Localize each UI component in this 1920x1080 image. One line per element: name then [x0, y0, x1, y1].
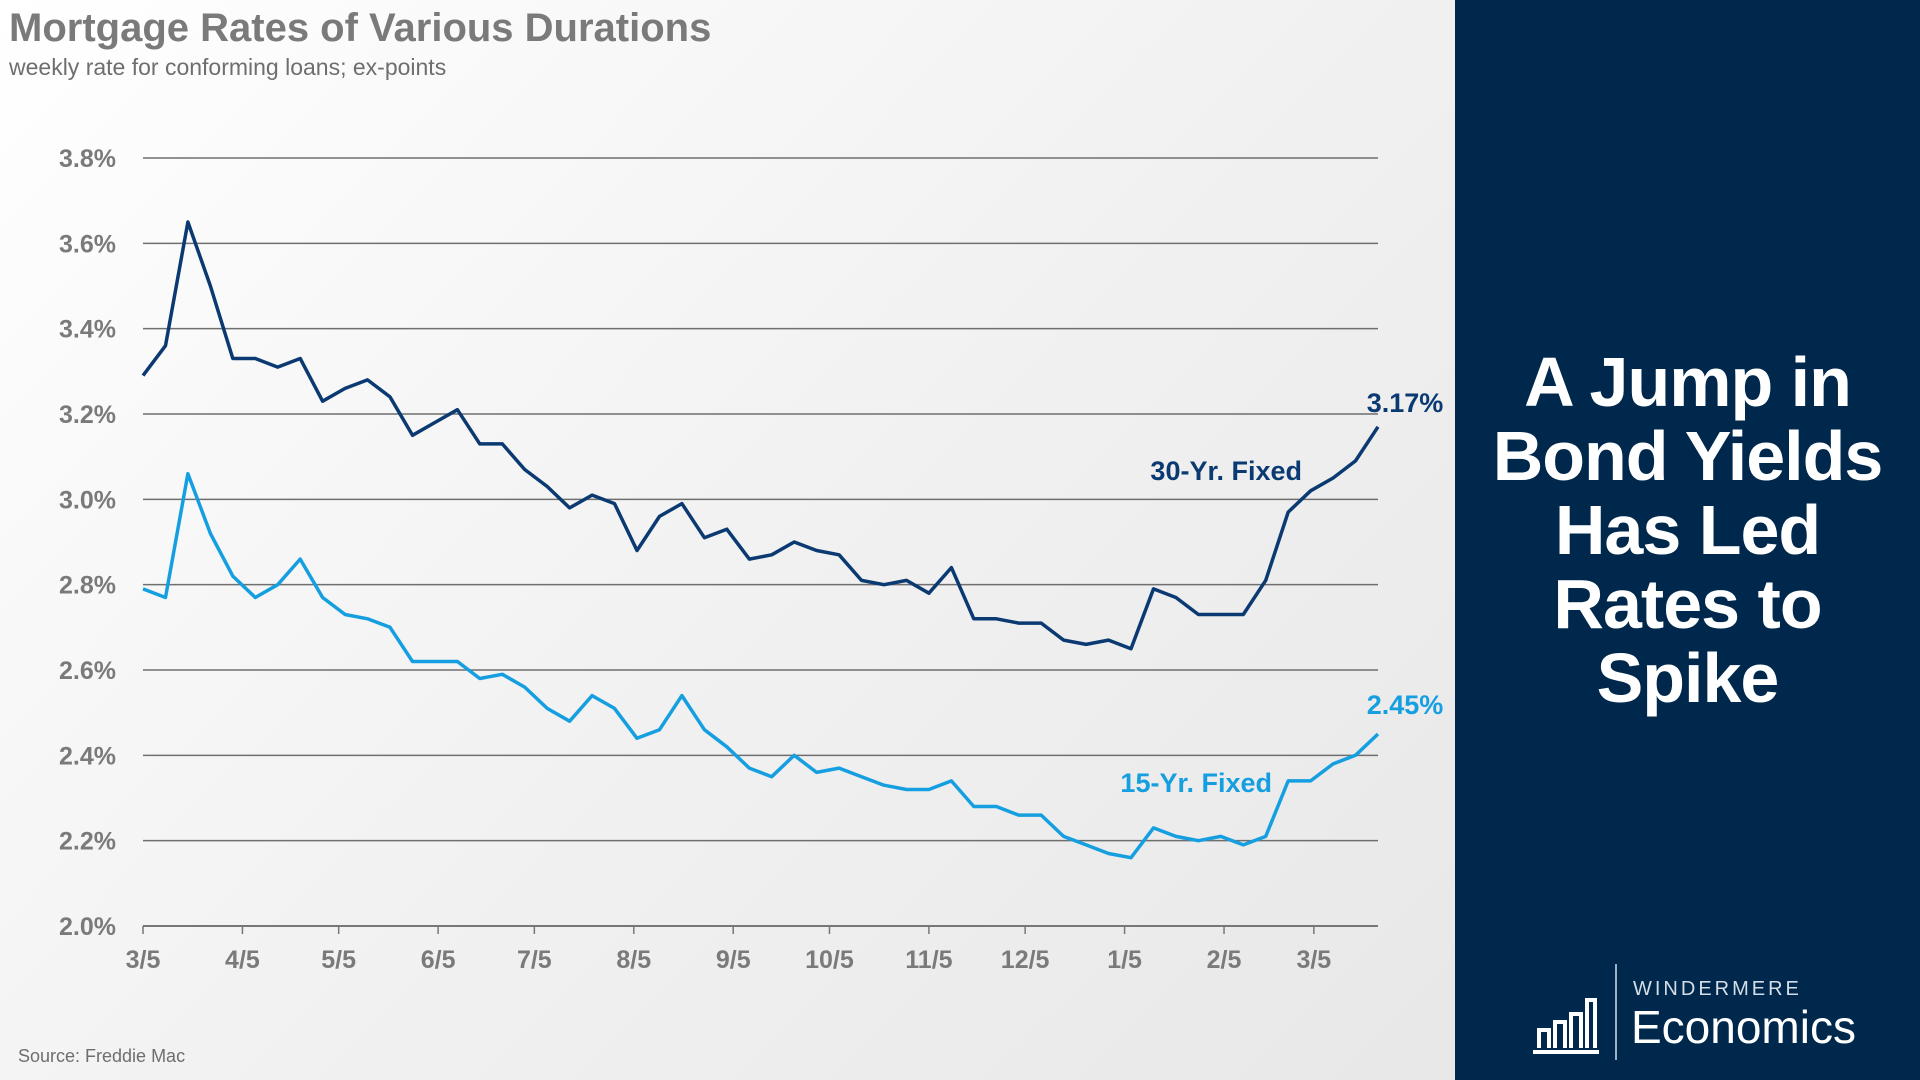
- y-tick-label: 2.8%: [59, 572, 116, 600]
- x-tick-label: 3/5: [1296, 946, 1331, 974]
- x-tick-label: 2/5: [1207, 946, 1242, 974]
- headline-line: Has Led: [1554, 491, 1821, 569]
- x-tick-label: 5/5: [321, 946, 356, 974]
- y-tick-label: 2.0%: [59, 913, 116, 941]
- series-label: 15-Yr. Fixed: [1120, 768, 1272, 798]
- logo-sub: Economics: [1631, 1001, 1856, 1053]
- logo-divider: [1615, 964, 1617, 1060]
- x-tick-label: 7/5: [517, 946, 552, 974]
- headline-line: A Jump in: [1524, 343, 1852, 421]
- bar-chart-icon: [1533, 998, 1599, 1054]
- x-tick-label: 3/5: [126, 946, 161, 974]
- y-tick-label: 3.0%: [59, 486, 116, 514]
- headline-panel: A Jump in Bond Yields Has Led Rates to S…: [1455, 0, 1920, 1080]
- y-tick-label: 3.6%: [59, 230, 116, 258]
- y-tick-label: 2.4%: [59, 742, 116, 770]
- x-tick-label: 11/5: [905, 946, 952, 974]
- y-tick-label: 2.6%: [59, 657, 116, 685]
- series-label: 30-Yr. Fixed: [1150, 456, 1302, 486]
- x-tick-label: 4/5: [225, 946, 260, 974]
- x-tick-label: 8/5: [616, 946, 651, 974]
- end-value-label: 3.17%: [1367, 388, 1444, 418]
- source-note: Source: Freddie Mac: [18, 1046, 186, 1066]
- series-line-15yr: [142, 471, 1380, 860]
- x-tick-label: 1/5: [1107, 946, 1142, 974]
- x-tick-label: 6/5: [421, 946, 456, 974]
- y-tick-label: 3.2%: [59, 401, 116, 429]
- chart-subtitle: weekly rate for conforming loans; ex-poi…: [9, 54, 447, 80]
- x-tick-label: 10/5: [805, 946, 854, 974]
- headline-line: Spike: [1596, 639, 1780, 717]
- x-tick-label: 12/5: [1001, 946, 1050, 974]
- headline-line: Rates to: [1553, 565, 1822, 643]
- y-tick-label: 3.4%: [59, 316, 116, 344]
- chart-title: Mortgage Rates of Various Durations: [9, 6, 712, 50]
- logo-brand: WINDERMERE: [1633, 978, 1802, 1000]
- y-tick-label: 3.8%: [59, 145, 116, 173]
- line-chart: 3.8% 3.6% 3.4% 3.2% 3.0% 2.8% 2.6% 2.4% 2.2% 2.0%…: [59, 145, 1444, 974]
- y-tick-label: 2.2%: [59, 828, 116, 856]
- windermere-logo: WINDERMERE Economics: [1533, 962, 1893, 1062]
- headline-line: Bond Yields: [1492, 417, 1884, 495]
- headline: A Jump in Bond Yields Has Led Rates to S…: [1455, 345, 1920, 715]
- x-tick-label: 9/5: [716, 946, 751, 974]
- end-value-label: 2.45%: [1367, 690, 1444, 720]
- series-line-30yr: [141, 220, 1380, 651]
